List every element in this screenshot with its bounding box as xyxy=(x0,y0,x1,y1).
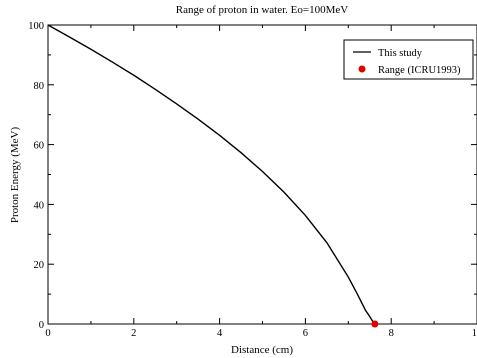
y-tick-label: 80 xyxy=(34,81,45,92)
x-axis-label: Distance (cm) xyxy=(231,344,293,356)
range-point-icru1993 xyxy=(371,320,379,328)
legend: This study Range (ICRU1993) xyxy=(343,39,474,80)
y-tick-label: 60 xyxy=(34,141,45,152)
x-tick-label: 10 xyxy=(472,328,477,339)
legend-label-this-study: This study xyxy=(378,48,423,59)
x-tick-label: 4 xyxy=(217,328,223,339)
y-axis-label: Proton Energy (MeV) xyxy=(9,126,21,223)
legend-box xyxy=(343,39,474,80)
legend-label-range-icru: Range (ICRU1993) xyxy=(378,65,461,76)
x-tick-label: 2 xyxy=(131,328,136,339)
y-tick-label: 40 xyxy=(34,200,45,211)
y-tick-label: 100 xyxy=(28,21,44,32)
y-tick-label: 0 xyxy=(39,320,44,331)
y-tick-label: 20 xyxy=(34,260,45,271)
series-line-this-study xyxy=(47,24,376,325)
axes-layer: 0246810020406080100 xyxy=(28,21,477,339)
legend-point-swatch xyxy=(358,65,366,73)
series-layer xyxy=(47,24,379,328)
x-tick-label: 8 xyxy=(389,328,394,339)
chart-title: Range of proton in water. Eo=100MeV xyxy=(176,4,348,16)
x-tick-label: 6 xyxy=(303,328,308,339)
x-tick-label: 0 xyxy=(45,328,50,339)
